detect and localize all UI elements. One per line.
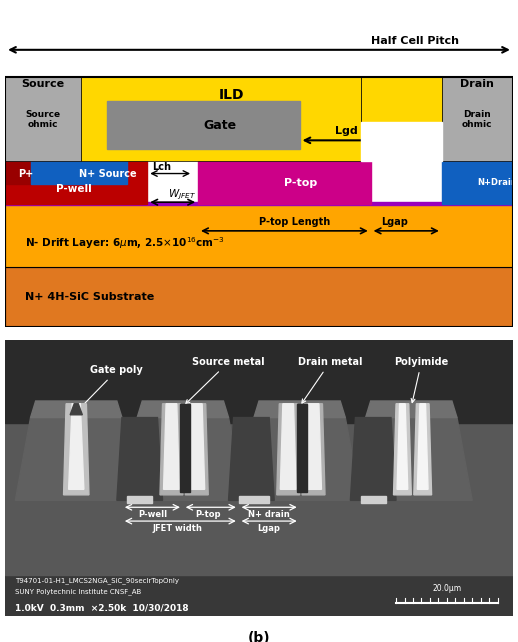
Polygon shape [254,401,346,417]
Polygon shape [350,417,396,500]
Text: (b): (b) [248,631,270,642]
Text: Source: Source [22,79,65,89]
Text: P-top Length: P-top Length [259,217,330,227]
Polygon shape [185,404,208,495]
Text: JFET width: JFET width [153,524,203,533]
Polygon shape [297,404,307,492]
Text: N+ 4H-SiC Substrate: N+ 4H-SiC Substrate [25,292,155,302]
Text: P-well: P-well [138,510,167,519]
Polygon shape [117,417,163,500]
Text: 1.0kV  0.3mm  ×2.50k  10/30/2018: 1.0kV 0.3mm ×2.50k 10/30/2018 [16,603,189,612]
Bar [5,340,513,423]
Bar [5,423,513,575]
Polygon shape [394,404,411,495]
Polygon shape [31,401,122,417]
Polygon shape [366,401,457,417]
Bar [5,77,513,327]
Text: Half Cell Pitch: Half Cell Pitch [371,36,458,46]
Text: Source
ohmic: Source ohmic [26,110,61,129]
Bar [239,496,269,503]
Bar [361,77,442,122]
Text: Lgd: Lgd [335,126,358,136]
Bar [5,267,513,327]
Text: $W_{JFET}$: $W_{JFET}$ [168,187,196,202]
Polygon shape [164,404,179,489]
Polygon shape [70,404,82,415]
Polygon shape [68,404,84,489]
Bar [107,101,299,150]
Bar [5,202,513,205]
Polygon shape [137,401,228,417]
Text: Source metal: Source metal [186,357,265,404]
Polygon shape [280,404,296,489]
Text: Drain
ohmic: Drain ohmic [462,110,493,129]
Text: ILD: ILD [219,88,244,102]
Text: T94701-01-H1_LMCS2NGA_SiC_90secIrTopOnly: T94701-01-H1_LMCS2NGA_SiC_90secIrTopOnly [16,577,179,584]
Text: P-top: P-top [284,178,318,187]
Polygon shape [277,404,299,495]
Bar [127,496,152,503]
Polygon shape [180,404,191,492]
Text: Lgap: Lgap [258,524,281,533]
Text: Drain metal: Drain metal [298,357,362,403]
Text: N+ drain: N+ drain [248,510,290,519]
Bar [361,496,386,503]
Polygon shape [418,404,428,489]
Polygon shape [189,404,205,489]
Polygon shape [302,404,325,495]
Text: P-top: P-top [195,510,221,519]
Bar [31,162,127,184]
Text: P-well: P-well [56,184,92,194]
Polygon shape [397,404,408,489]
Text: N+Drain: N+Drain [477,178,517,187]
Bar [198,162,371,204]
Text: Lgap: Lgap [381,217,408,227]
Text: N+ Source: N+ Source [79,169,136,178]
Text: N- Drift Layer: 6$\mu$m, 2.5$\times$10$^{16}$cm$^{-3}$: N- Drift Layer: 6$\mu$m, 2.5$\times$10$^… [25,235,225,251]
Bar [81,77,361,162]
Polygon shape [122,417,244,500]
Text: Polyimide: Polyimide [394,357,449,403]
Polygon shape [16,417,137,500]
Text: P+: P+ [18,169,33,178]
Bar [442,162,513,204]
Text: Lch: Lch [152,162,171,173]
Polygon shape [350,417,472,500]
Polygon shape [160,404,183,495]
Polygon shape [64,404,89,495]
Text: Gate poly: Gate poly [79,365,143,409]
Bar [5,204,513,267]
Text: Drain: Drain [461,79,494,89]
Text: 20.0μm: 20.0μm [432,584,462,593]
Text: Gate: Gate [203,119,236,132]
Polygon shape [306,404,322,489]
Bar [5,77,81,162]
Bar [361,122,442,162]
Text: (a): (a) [248,345,270,359]
Polygon shape [239,417,361,500]
Bar [5,162,147,204]
Bar [5,162,31,184]
Text: SUNY Polytechnic Institute CNSF_AB: SUNY Polytechnic Institute CNSF_AB [16,588,141,595]
Polygon shape [414,404,431,495]
Bar [442,77,513,162]
Polygon shape [228,417,274,500]
